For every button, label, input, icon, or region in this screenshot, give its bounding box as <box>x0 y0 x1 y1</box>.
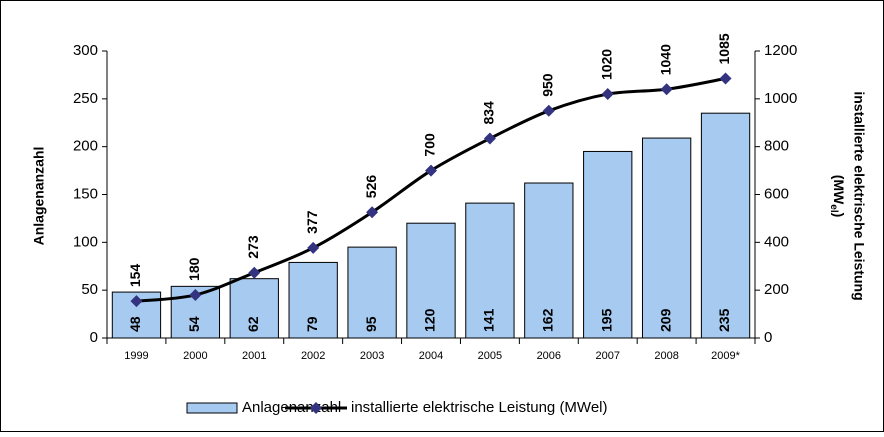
x-tick-label: 2007 <box>595 350 619 362</box>
bar <box>641 137 692 339</box>
line-marker <box>130 295 143 308</box>
y-tick-label: 0 <box>90 329 98 346</box>
line-marker <box>248 266 261 279</box>
bar-value-label: 141 <box>481 308 497 332</box>
bar <box>406 222 456 339</box>
x-tick-label: 2008 <box>654 350 678 362</box>
legend-swatch <box>186 402 238 414</box>
x-tick-label: 2004 <box>419 350 443 362</box>
line-value-label: 180 <box>186 257 202 281</box>
x-tick-label: 2003 <box>360 350 384 362</box>
y-tick-label: 100 <box>73 233 98 250</box>
y-tick-label: 300 <box>73 42 98 59</box>
y2-tick-label: 600 <box>764 185 789 202</box>
line-marker <box>189 288 202 301</box>
x-tick-label: 2009* <box>711 350 740 362</box>
line-value-label: 950 <box>540 73 556 97</box>
y2-tick-label: 200 <box>764 281 789 298</box>
bar-value-label: 95 <box>363 316 379 332</box>
line-marker <box>719 72 732 85</box>
y2-tick-label: 0 <box>764 329 772 346</box>
bar-value-label: 162 <box>540 308 556 332</box>
x-tick-label: 2005 <box>478 350 502 362</box>
unit-open: (MW <box>831 175 847 205</box>
bar <box>347 246 397 339</box>
line-marker <box>366 206 379 219</box>
y-tick-label: 200 <box>73 138 98 155</box>
line-value-label: 154 <box>127 264 143 288</box>
bar-value-label: 62 <box>245 316 261 332</box>
bar-value-label: 235 <box>716 308 732 332</box>
unit-close: ) <box>831 213 847 218</box>
line-value-label: 1020 <box>598 49 614 80</box>
y2-axis-title: installierte elektrische Leistung <box>851 91 867 300</box>
line-value-label: 834 <box>481 101 497 125</box>
line-value-label: 377 <box>304 210 320 234</box>
bar <box>583 150 633 339</box>
bar-value-label: 120 <box>422 308 438 332</box>
bar <box>465 202 515 339</box>
unit-sub: el <box>828 204 839 213</box>
bar-value-label: 79 <box>304 316 320 332</box>
bar-value-label: 54 <box>186 316 202 332</box>
x-tick-label: 2002 <box>301 350 325 362</box>
bar <box>524 182 574 339</box>
bar-value-label: 48 <box>127 316 143 332</box>
y2-axis-unit: (MWel) <box>828 175 847 218</box>
line-value-label: 1085 <box>716 33 732 64</box>
x-tick-label: 2000 <box>183 350 207 362</box>
y-tick-label: 250 <box>73 90 98 107</box>
bar <box>700 112 751 339</box>
bar <box>288 261 338 339</box>
x-tick-label: 2001 <box>242 350 266 362</box>
line-marker <box>660 83 673 96</box>
line-value-label: 700 <box>422 133 438 157</box>
y-tick-label: 50 <box>81 281 98 298</box>
legend-marker <box>310 402 322 414</box>
x-tick-label: 2006 <box>537 350 561 362</box>
line-value-label: 526 <box>363 175 379 199</box>
y2-tick-label: 1200 <box>764 42 797 59</box>
bar-value-label: 195 <box>598 308 614 332</box>
line-value-label: 1040 <box>657 44 673 75</box>
line-marker <box>307 241 320 254</box>
bar-value-label: 209 <box>657 308 673 332</box>
line-value-label: 273 <box>245 235 261 259</box>
y-tick-label: 150 <box>73 185 98 202</box>
x-tick-label: 1999 <box>124 350 148 362</box>
y-axis-title: Anlagenanzahl <box>31 147 47 246</box>
legend-label: installierte elektrische Leistung (MWel) <box>351 399 608 416</box>
line-marker <box>483 132 496 145</box>
y2-tick-label: 1000 <box>764 90 797 107</box>
line-marker <box>601 88 614 101</box>
line-marker <box>425 164 437 177</box>
y2-tick-label: 800 <box>764 138 789 155</box>
line-marker <box>542 104 555 117</box>
bar <box>229 278 279 339</box>
y2-tick-label: 400 <box>764 233 789 250</box>
